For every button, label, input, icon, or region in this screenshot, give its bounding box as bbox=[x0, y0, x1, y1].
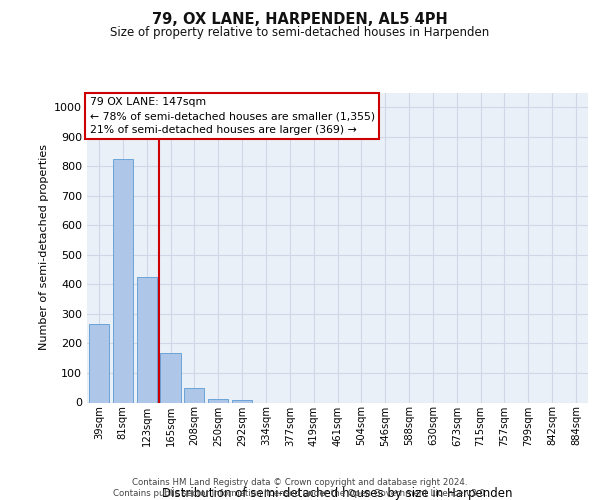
Text: 79 OX LANE: 147sqm
← 78% of semi-detached houses are smaller (1,355)
21% of semi: 79 OX LANE: 147sqm ← 78% of semi-detache… bbox=[89, 97, 374, 135]
Bar bbox=[137, 277, 157, 402]
X-axis label: Distribution of semi-detached houses by size in Harpenden: Distribution of semi-detached houses by … bbox=[162, 488, 513, 500]
Text: Contains HM Land Registry data © Crown copyright and database right 2024.
Contai: Contains HM Land Registry data © Crown c… bbox=[113, 478, 487, 498]
Bar bbox=[232, 400, 252, 402]
Bar bbox=[113, 159, 133, 402]
Bar bbox=[184, 388, 205, 402]
Bar bbox=[160, 353, 181, 403]
Bar bbox=[208, 399, 229, 402]
Text: Size of property relative to semi-detached houses in Harpenden: Size of property relative to semi-detach… bbox=[110, 26, 490, 39]
Bar bbox=[89, 324, 109, 402]
Y-axis label: Number of semi-detached properties: Number of semi-detached properties bbox=[38, 144, 49, 350]
Text: 79, OX LANE, HARPENDEN, AL5 4PH: 79, OX LANE, HARPENDEN, AL5 4PH bbox=[152, 12, 448, 28]
